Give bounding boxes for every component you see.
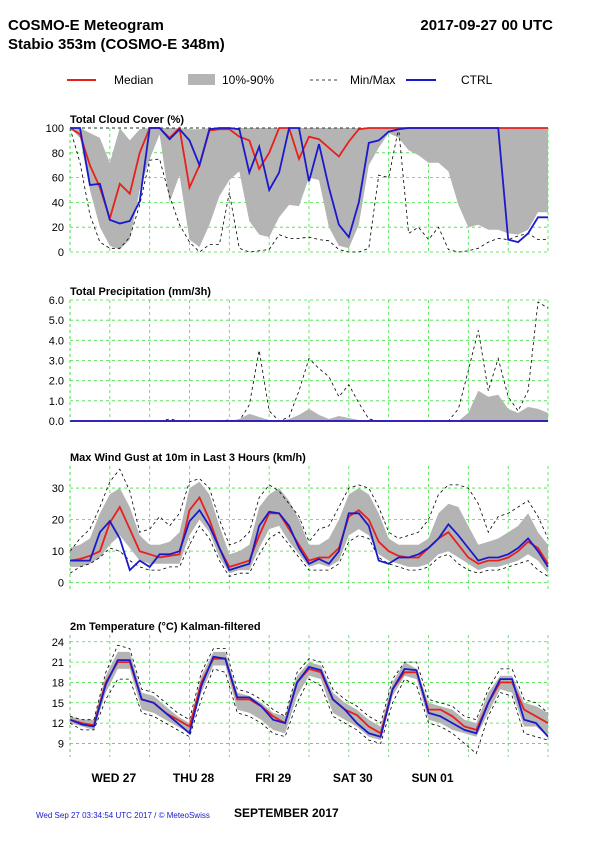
wind-gust-min-line bbox=[69, 525, 549, 577]
legend-median-label: Median bbox=[114, 73, 153, 87]
legend-band-swatch bbox=[188, 74, 215, 85]
wind-gust-ytick-label: 20 bbox=[52, 515, 64, 527]
cloud-cover-band-10-90 bbox=[70, 128, 548, 250]
day-label: WED 27 bbox=[91, 771, 136, 785]
precipitation-ytick-label: 5.0 bbox=[49, 315, 64, 327]
wind-gust-median-line bbox=[69, 495, 549, 568]
footer-timestamp: Wed Sep 27 03:34:54 UTC 2017 / © MeteoSw… bbox=[36, 811, 210, 820]
legend: Median 10%-90% Min/Max CTRL bbox=[67, 73, 493, 87]
cloud-cover-ytick-label: 60 bbox=[52, 173, 64, 185]
legend-band-label: 10%-90% bbox=[222, 73, 274, 87]
temperature-band-10-90 bbox=[70, 651, 548, 741]
day-label: SUN 01 bbox=[411, 771, 453, 785]
cloud-cover-panel: Total Cloud Cover (%) 0 20 40 60 80 100 bbox=[46, 114, 549, 259]
cloud-cover-ytick-label: 40 bbox=[52, 197, 64, 209]
chart-title-line1: COSMO-E Meteogram bbox=[8, 17, 164, 34]
legend-minmax-label: Min/Max bbox=[350, 73, 395, 87]
cloud-cover-ctrl-line bbox=[70, 127, 548, 244]
wind-gust-band-10-90 bbox=[70, 481, 548, 574]
precipitation-band-10-90 bbox=[70, 390, 548, 421]
wind-gust-ytick-label: 30 bbox=[52, 483, 64, 495]
day-labels: WED 27 THU 28 FRI 29 SAT 30 SUN 01 bbox=[91, 771, 453, 785]
temperature-min-line bbox=[69, 668, 549, 755]
cloud-cover-min-line bbox=[69, 127, 548, 253]
precipitation-ytick-label: 0.0 bbox=[49, 416, 64, 428]
precipitation-panel: Total Precipitation (mm/3h) 0.0 1.0 2.0 3.0 4… bbox=[49, 286, 549, 428]
temperature-ytick-label: 21 bbox=[52, 657, 64, 669]
legend-ctrl-label: CTRL bbox=[461, 73, 493, 87]
cloud-cover-ytick-label: 0 bbox=[58, 247, 64, 259]
wind-gust-ytick-label: 0 bbox=[58, 578, 64, 590]
wind-gust-ctrl-line bbox=[70, 508, 549, 572]
day-label: THU 28 bbox=[173, 771, 215, 785]
temperature-max-line bbox=[69, 644, 549, 724]
day-label: SAT 30 bbox=[333, 771, 373, 785]
wind-gust-title: Max Wind Gust at 10m in Last 3 Hours (km… bbox=[70, 452, 306, 464]
run-time: 2017-09-27 00 UTC bbox=[420, 17, 553, 34]
temperature-ytick-label: 24 bbox=[52, 637, 64, 649]
cloud-cover-ytick-label: 80 bbox=[52, 148, 64, 160]
temperature-panel: 2m Temperature (°C) Kalman-filtered 9 12 15… bbox=[52, 621, 549, 757]
precipitation-title: Total Precipitation (mm/3h) bbox=[70, 286, 211, 298]
cloud-cover-title: Total Cloud Cover (%) bbox=[70, 114, 184, 126]
temperature-ytick-label: 18 bbox=[52, 677, 64, 689]
precipitation-ytick-label: 1.0 bbox=[49, 396, 64, 408]
temperature-ctrl-line bbox=[69, 655, 549, 738]
temperature-ytick-label: 12 bbox=[52, 718, 64, 730]
chart-title-line2: Stabio 353m (COSMO-E 348m) bbox=[8, 36, 225, 53]
precipitation-ytick-label: 6.0 bbox=[49, 295, 64, 307]
month-label: SEPTEMBER 2017 bbox=[234, 806, 339, 820]
cloud-cover-ytick-label: 100 bbox=[46, 123, 64, 135]
precipitation-ytick-label: 4.0 bbox=[49, 335, 64, 347]
cloud-cover-ytick-label: 20 bbox=[52, 222, 64, 234]
wind-gust-panel: Max Wind Gust at 10m in Last 3 Hours (km… bbox=[52, 452, 549, 590]
temperature-ytick-label: 15 bbox=[52, 698, 64, 710]
day-label: FRI 29 bbox=[255, 771, 291, 785]
precipitation-ytick-label: 3.0 bbox=[49, 356, 64, 368]
temperature-ytick-label: 9 bbox=[58, 738, 64, 750]
precipitation-ytick-label: 2.0 bbox=[49, 376, 64, 388]
wind-gust-ytick-label: 10 bbox=[52, 546, 64, 558]
temperature-title: 2m Temperature (°C) Kalman-filtered bbox=[70, 621, 261, 633]
wind-gust-max-line bbox=[69, 468, 549, 552]
